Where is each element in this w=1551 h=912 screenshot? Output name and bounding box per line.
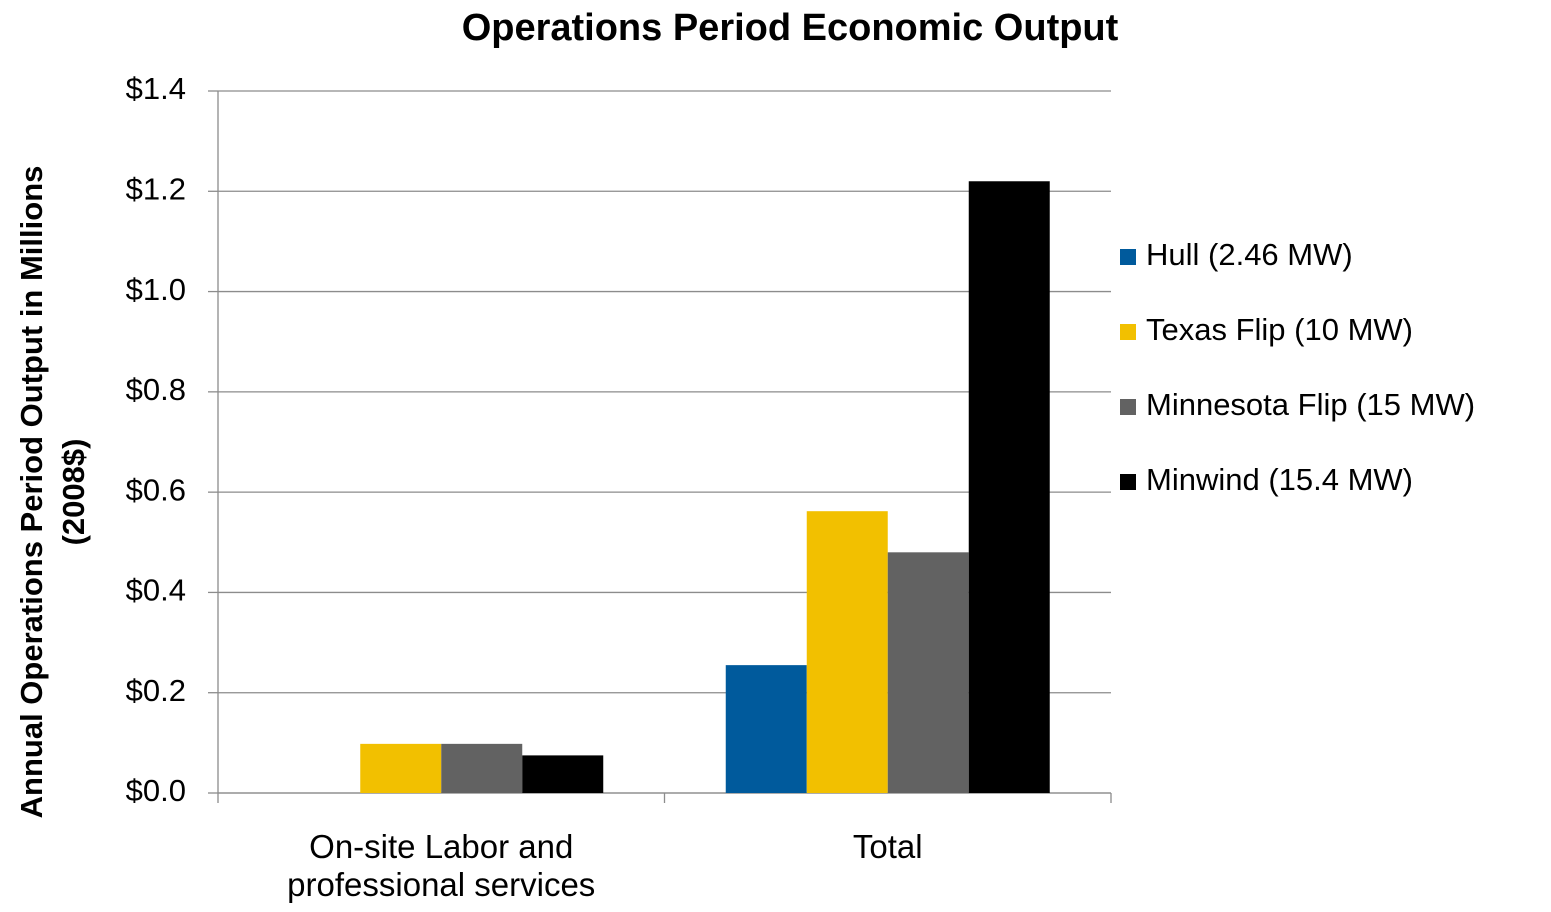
y-tick-label: $0.0 bbox=[126, 773, 186, 808]
y-tick-label: $0.6 bbox=[126, 472, 186, 507]
y-tick-label: $0.8 bbox=[126, 372, 186, 407]
x-tick-label: On-site Labor and professional services bbox=[287, 828, 596, 903]
legend-swatch bbox=[1120, 249, 1136, 265]
y-tick-label: $0.4 bbox=[126, 573, 186, 608]
chart-title: Operations Period Economic Output bbox=[462, 7, 1119, 49]
legend-swatch bbox=[1120, 399, 1136, 415]
bar bbox=[441, 743, 523, 793]
bar bbox=[360, 743, 442, 793]
legend-swatch bbox=[1120, 474, 1136, 490]
x-tick-label: Total bbox=[852, 828, 923, 865]
bar bbox=[806, 511, 888, 793]
y-axis-label: (2008$) bbox=[56, 439, 91, 546]
y-axis-label: Annual Operations Period Output in Milli… bbox=[14, 166, 49, 819]
legend-label: Texas Flip (10 MW) bbox=[1146, 312, 1413, 347]
bar bbox=[725, 665, 807, 793]
bar bbox=[522, 755, 604, 793]
bar bbox=[968, 181, 1050, 793]
legend-label: Hull (2.46 MW) bbox=[1146, 237, 1353, 272]
y-tick-label: $1.2 bbox=[126, 171, 186, 206]
y-tick-label: $0.2 bbox=[126, 673, 186, 708]
y-tick-label: $1.4 bbox=[126, 71, 186, 106]
legend-swatch bbox=[1120, 324, 1136, 340]
legend-label: Minwind (15.4 MW) bbox=[1146, 462, 1413, 497]
y-tick-label: $1.0 bbox=[126, 272, 186, 307]
bar bbox=[887, 552, 969, 793]
legend-label: Minnesota Flip (15 MW) bbox=[1146, 387, 1475, 422]
